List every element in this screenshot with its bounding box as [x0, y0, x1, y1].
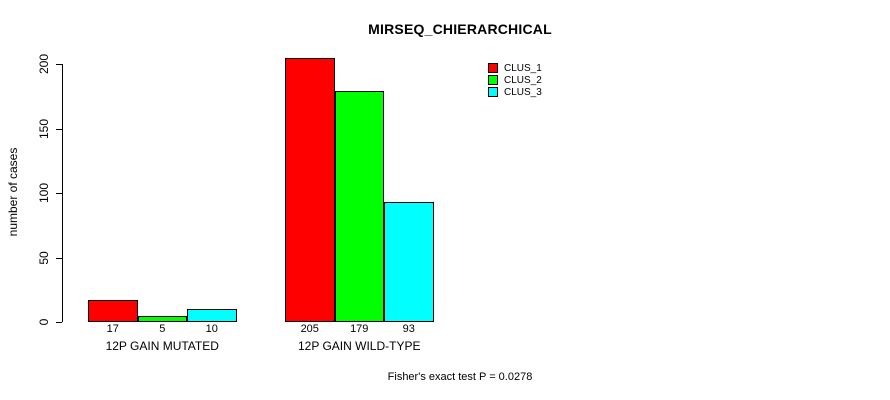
- legend: CLUS_1 CLUS_2 CLUS_3: [488, 62, 542, 98]
- bar-clus_1-2: [285, 58, 335, 322]
- bar-clus_2-1: [137, 316, 187, 322]
- legend-swatch-clus_3: [488, 87, 498, 97]
- annotation-fishers-test: Fisher's exact test P = 0.0278: [387, 371, 533, 383]
- bar-value-label: 93: [402, 323, 415, 335]
- legend-label: CLUS_1: [504, 62, 542, 74]
- category-label: 12P GAIN WILD-TYPE: [298, 339, 421, 353]
- legend-item-clus_3: CLUS_3: [488, 86, 542, 98]
- y-axis-title: number of cases: [6, 147, 20, 237]
- bar-clus_2-2: [334, 91, 384, 322]
- y-tick-label: 100: [37, 182, 51, 204]
- y-tick-label: 150: [37, 118, 51, 140]
- category-label: 12P GAIN MUTATED: [105, 339, 219, 353]
- y-tick: [56, 64, 62, 65]
- legend-item-clus_1: CLUS_1: [488, 62, 542, 74]
- y-tick: [56, 258, 62, 259]
- y-tick: [56, 193, 62, 194]
- legend-label: CLUS_2: [504, 74, 542, 86]
- bar-value-label: 5: [159, 323, 166, 335]
- bar-clus_3-1: [187, 309, 237, 322]
- legend-item-clus_2: CLUS_2: [488, 74, 542, 86]
- y-tick-label: 200: [37, 53, 51, 75]
- bar-value-label: 179: [350, 323, 369, 335]
- legend-swatch-clus_1: [488, 63, 498, 73]
- y-tick-label: 0: [37, 318, 51, 326]
- bar-value-label: 205: [300, 323, 319, 335]
- legend-label: CLUS_3: [504, 86, 542, 98]
- bar-clus_1-1: [88, 300, 138, 322]
- legend-swatch-clus_2: [488, 75, 498, 85]
- bar-clus_3-2: [384, 202, 434, 322]
- y-tick: [56, 322, 62, 323]
- y-tick: [56, 129, 62, 130]
- bar-value-label: 17: [106, 323, 119, 335]
- y-tick-label: 50: [37, 251, 51, 265]
- bar-value-label: 10: [205, 323, 218, 335]
- y-axis-line: [62, 64, 63, 322]
- chart-title: MIRSEQ_CHIERARCHICAL: [368, 21, 552, 37]
